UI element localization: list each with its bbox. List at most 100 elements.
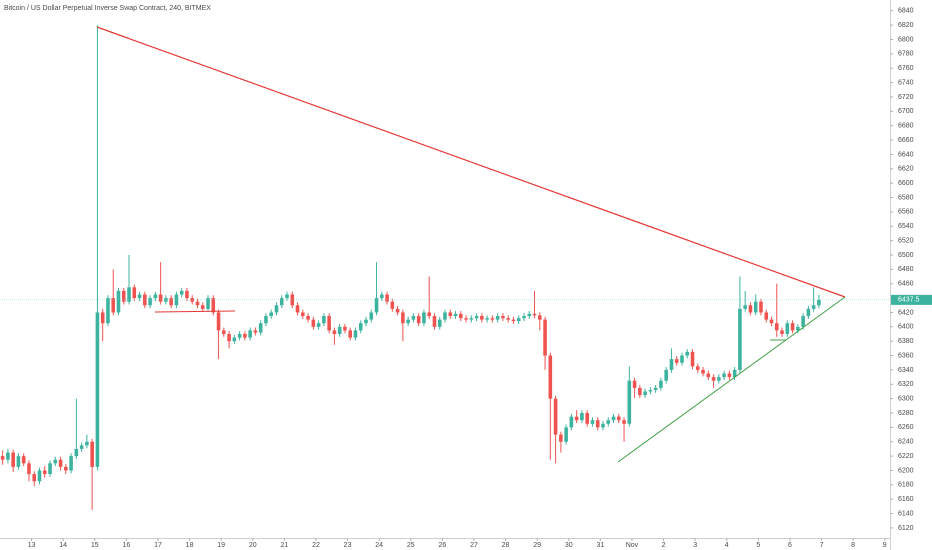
candle-body: [390, 301, 395, 309]
candle-body: [106, 298, 110, 324]
candle-body: [685, 351, 690, 356]
candle-body: [37, 470, 42, 482]
candle-body: [369, 312, 374, 320]
x-tick-label: 31: [596, 542, 604, 549]
candle-body: [506, 318, 510, 320]
candle-body: [74, 448, 79, 457]
candle-body: [811, 305, 816, 309]
candle-body: [306, 316, 310, 320]
x-tick-label: Nov: [626, 542, 639, 549]
y-tick-label: 6200: [898, 467, 914, 474]
candle-body: [353, 330, 358, 338]
trendline-resistance: [96, 26, 846, 298]
candle-body: [464, 318, 468, 320]
x-tick-label: 28: [502, 542, 510, 549]
candle-body: [385, 294, 389, 302]
candle-body: [564, 427, 568, 442]
candle-body: [16, 456, 21, 467]
candle-body: [269, 312, 274, 317]
candle-body: [632, 380, 637, 388]
trendline-support: [617, 296, 846, 463]
candle-body: [274, 305, 279, 313]
x-tick-label: 20: [249, 542, 257, 549]
candle-body: [311, 319, 316, 327]
candle-body: [227, 334, 231, 342]
x-tick-label: 14: [59, 542, 67, 549]
candle-body: [706, 373, 711, 378]
candle-body: [459, 313, 463, 319]
candle-body: [232, 337, 237, 342]
candle-body: [327, 316, 331, 331]
candle-body: [680, 355, 684, 363]
candle-body: [664, 369, 668, 381]
candle-body: [200, 305, 205, 309]
candle-body: [216, 312, 221, 331]
candle-body: [722, 373, 726, 378]
candle-body: [264, 316, 268, 324]
candle-body: [58, 459, 63, 467]
candle-body: [490, 318, 495, 320]
candle-body: [785, 323, 790, 335]
y-tick-label: 6800: [898, 36, 914, 43]
horizontal-line: [154, 310, 236, 313]
x-tick-label: 6: [788, 542, 792, 549]
candle-body: [732, 369, 737, 378]
y-tick-label: 6400: [898, 324, 914, 331]
y-tick-label: 6480: [898, 266, 914, 273]
candle-body: [659, 380, 663, 388]
y-tick-label: 6600: [898, 180, 914, 187]
candle-body: [169, 298, 173, 306]
y-tick-label: 6240: [898, 439, 914, 446]
y-tick-label: 6780: [898, 51, 914, 58]
candle-body: [648, 390, 653, 392]
candle-body: [258, 323, 263, 333]
candle-body: [343, 326, 347, 331]
y-tick-label: 6120: [898, 525, 914, 532]
y-tick-label: 6540: [898, 223, 914, 230]
candle-body: [717, 377, 721, 381]
candle-body: [85, 441, 89, 446]
candle-body: [469, 318, 474, 320]
candle-body: [132, 287, 137, 299]
candle-body: [553, 398, 558, 435]
x-tick-label: 30: [565, 542, 573, 549]
candle-body: [574, 416, 579, 421]
x-tick-label: 29: [533, 542, 541, 549]
candle-body: [27, 463, 31, 475]
y-tick-label: 6160: [898, 496, 914, 503]
candle-body: [759, 301, 763, 313]
candle-body: [185, 290, 189, 299]
candle-body: [622, 420, 626, 424]
candle-body: [601, 423, 605, 428]
candle-body: [690, 351, 695, 367]
x-tick-label: 18: [186, 542, 194, 549]
candle-body: [243, 334, 247, 338]
candle-body: [527, 313, 532, 317]
y-tick-label: 6520: [898, 237, 914, 244]
candle-body: [316, 323, 321, 327]
x-tick-label: 9: [883, 542, 887, 549]
candle-body: [801, 316, 805, 327]
candle-body: [627, 380, 632, 424]
x-tick-label: 27: [470, 542, 478, 549]
x-tick-label: 8: [851, 542, 855, 549]
candle-body: [495, 316, 500, 320]
y-tick-label: 6840: [898, 8, 914, 15]
x-tick-label: 16: [122, 542, 130, 549]
candle-body: [695, 366, 700, 370]
candle-body: [480, 316, 484, 320]
candle-body: [11, 452, 15, 467]
candle-body: [427, 312, 431, 317]
candle-body: [137, 294, 142, 299]
x-tick-label: 23: [344, 542, 352, 549]
candle-body: [111, 298, 116, 313]
candle-body: [743, 305, 747, 309]
candle-body: [474, 316, 479, 319]
candle-body: [485, 318, 489, 320]
y-tick-label: 6300: [898, 395, 914, 402]
candle-body: [42, 470, 47, 475]
y-tick-label: 6340: [898, 367, 914, 374]
x-tick-label: 5: [756, 542, 760, 549]
candles: [0, 25, 821, 510]
